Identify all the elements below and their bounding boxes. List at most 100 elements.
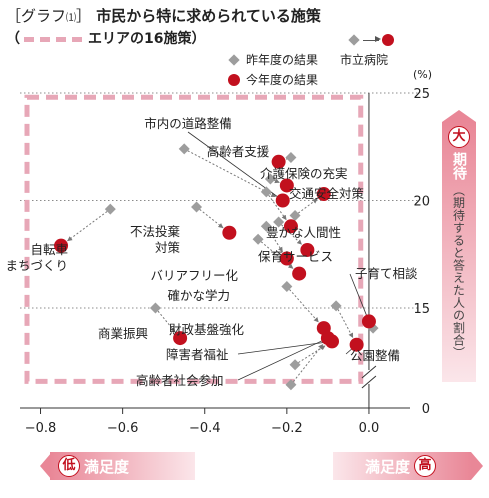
expectation-arrow-text: 大 期待 （期待すると答えた人の割合） <box>448 126 470 359</box>
change-arrow <box>196 206 224 229</box>
current-point <box>361 314 376 329</box>
previous-point <box>289 210 301 222</box>
expectation-arrow-tip <box>442 110 476 122</box>
change-arrow <box>294 345 326 366</box>
satisfaction-low-word: 満足度 <box>84 457 130 476</box>
current-point <box>300 242 315 257</box>
previous-point <box>149 302 161 314</box>
chart-subtitle: （ エリアの16施策） <box>6 29 205 49</box>
point-label: 高齢者支援 <box>207 144 270 159</box>
change-arrow <box>155 307 176 333</box>
expectation-arrow-body <box>442 122 476 382</box>
current-point <box>292 266 307 281</box>
point-label: 交通安全対策 <box>289 186 365 201</box>
expectation-arrow: 大 期待 （期待すると答えた人の割合） <box>442 110 476 382</box>
legend-current-marker <box>228 74 240 86</box>
change-arrow <box>265 226 283 253</box>
previous-point <box>289 359 301 371</box>
previous-point <box>260 220 272 232</box>
legend-row-previous: 昨年度の結果 <box>226 50 318 70</box>
current-point <box>283 219 298 234</box>
current-point <box>173 331 188 346</box>
x-tick-label: −0.6 <box>107 421 139 436</box>
satisfaction-high-arrow-body <box>333 452 471 480</box>
y-tick-label: 25 <box>413 87 430 102</box>
legend-previous-marker <box>228 54 240 66</box>
satisfaction-low-text: 低 満足度 <box>58 455 129 477</box>
satisfaction-low-arrow: 低 満足度 <box>40 452 195 480</box>
label-leader <box>237 337 329 381</box>
expectation-high-badge: 大 <box>448 126 470 148</box>
point-label: 公園整備 <box>350 348 400 363</box>
point-label: バリアフリー化 <box>150 268 238 283</box>
legend-current-label: 今年度の結果 <box>246 73 319 87</box>
current-point <box>316 187 331 202</box>
satisfaction-high-arrow-tip <box>471 452 483 480</box>
point-label: 商業振興 <box>98 326 148 341</box>
previous-point <box>178 143 190 155</box>
previous-point <box>281 281 293 292</box>
point-label: 市内の道路整備 <box>144 116 232 131</box>
point-label: 財政基盤強化 <box>169 322 245 337</box>
subtitle-text: エリアの16施策） <box>88 31 206 47</box>
current-point <box>271 154 286 169</box>
x-tick-label: −0.4 <box>189 421 221 436</box>
y-axis-break-mark-b <box>361 375 377 389</box>
change-arrow <box>265 191 287 221</box>
label-leader <box>237 341 333 355</box>
subtitle-open: （ <box>6 31 20 47</box>
y-unit-label: (%) <box>413 68 432 81</box>
point-label: 不法投棄対策 <box>130 224 181 255</box>
current-point <box>279 178 294 193</box>
previous-point <box>264 173 276 185</box>
x-tick-label: −0.8 <box>25 421 57 436</box>
legend-previous-label: 昨年度の結果 <box>246 53 319 67</box>
graph-tag-label: ［グラフ <box>6 7 67 25</box>
satisfaction-high-badge: 高 <box>414 455 437 477</box>
x-tick-label: −0.2 <box>271 421 303 436</box>
current-point <box>54 238 69 253</box>
legend-example-current-marker <box>382 34 394 46</box>
chart-title-text: 市民から特に求められている施策 <box>96 7 321 25</box>
legend: 昨年度の結果 今年度の結果 <box>226 50 318 90</box>
satisfaction-high-text: 満足度 高 <box>365 455 437 477</box>
x-tick-label: 0.0 <box>359 421 380 436</box>
graph-tag: ［グラフ⑴］ <box>6 7 91 25</box>
point-label: 高齢者社会参加 <box>136 373 224 388</box>
point-layer <box>54 143 379 391</box>
y-tick-label: 15 <box>413 302 430 317</box>
change-arrow <box>335 305 354 339</box>
satisfaction-high-word: 満足度 <box>365 457 411 476</box>
point-label: 子育て相談 <box>355 266 418 281</box>
change-arrow <box>290 344 324 386</box>
current-point <box>349 337 364 352</box>
current-point <box>279 251 294 266</box>
previous-point <box>285 152 297 163</box>
current-point <box>222 225 237 240</box>
current-point <box>320 331 335 346</box>
previous-point <box>285 379 297 391</box>
legend-row-current: 今年度の結果 <box>226 70 318 90</box>
previous-point <box>330 300 342 312</box>
chart-title: ［グラフ⑴］ 市民から特に求められている施策 <box>6 6 321 29</box>
highlight-area-box <box>24 94 364 384</box>
expectation-word: 期待 <box>451 152 467 180</box>
grid-layer <box>20 92 420 309</box>
point-label: 確かな学力 <box>167 288 230 303</box>
label-leader <box>349 273 370 322</box>
previous-point <box>260 186 272 198</box>
previous-point <box>252 233 264 245</box>
satisfaction-low-badge: 低 <box>58 455 80 477</box>
y-axis-break-mark-a <box>361 365 377 379</box>
change-arrow <box>286 286 319 323</box>
legend-example-label: 市立病院 <box>340 53 389 67</box>
satisfaction-high-arrow: 満足度 高 <box>333 452 483 480</box>
change-arrow <box>294 198 318 216</box>
satisfaction-low-arrow-tip <box>40 452 52 480</box>
legend-example-previous-marker <box>348 34 360 46</box>
legend-example-arrow <box>363 36 381 42</box>
previous-point <box>191 201 203 213</box>
graph-tag-end: ］ <box>76 7 92 25</box>
